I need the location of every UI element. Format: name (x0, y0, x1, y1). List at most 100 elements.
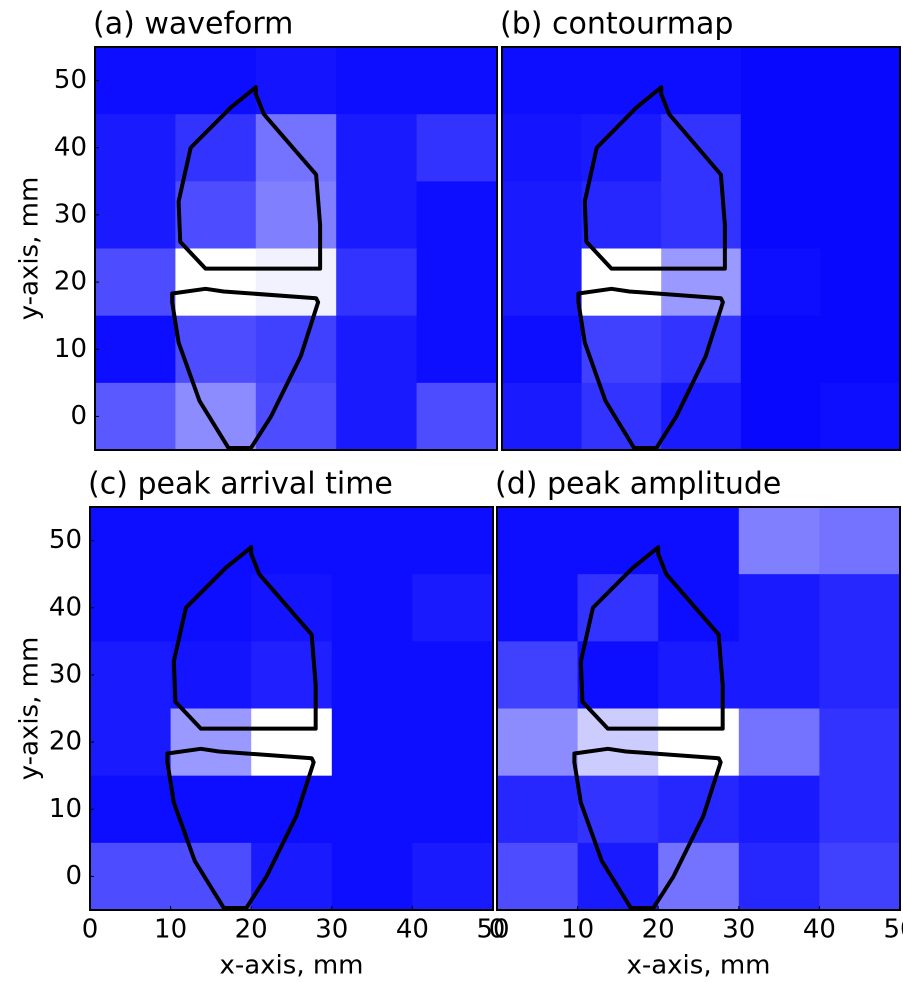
heat-cell (255, 382, 337, 451)
heat-cell (175, 382, 257, 451)
heat-cell (175, 181, 257, 249)
panel: (a) waveform 0 10 20 30 40 50 y-axis, mm (15, 7, 498, 451)
x-tick-label: 0 (82, 915, 99, 945)
heat-cell (497, 708, 579, 777)
heat-cell (819, 574, 901, 642)
heat-cell (412, 842, 494, 911)
heat-cell (251, 507, 333, 575)
heat-cell (416, 248, 498, 317)
heat-cell (661, 114, 742, 182)
panel-frame (94, 46, 498, 451)
heat-cell (412, 574, 494, 642)
x-tick-label: 40 (803, 915, 836, 945)
panel-frame (501, 46, 901, 451)
panel-title: (d) peak amplitude (495, 467, 781, 502)
heat-cell (740, 382, 821, 451)
heat-cell (820, 181, 901, 249)
heat-cell (175, 47, 257, 115)
heat-cell (251, 775, 333, 844)
heat-cell (95, 382, 176, 451)
panel: (d) peak amplitude 0 10 20 30 40 50 x-axis, mm (489, 467, 903, 981)
x-tick-label: 10 (561, 915, 594, 945)
heat-cell (581, 181, 662, 249)
heat-cell (90, 842, 172, 911)
heat-cell (251, 708, 333, 777)
heat-cell (90, 775, 172, 844)
heat-cell (497, 641, 579, 709)
heat-cell (577, 708, 659, 777)
heat-cell (820, 114, 901, 182)
heat-cell (502, 315, 583, 384)
heat-cell (738, 574, 820, 642)
panel-title: (c) peak arrival time (88, 467, 393, 502)
heat-cell (95, 181, 176, 249)
heat-cell (581, 382, 662, 451)
heat-cell (255, 315, 337, 384)
heat-cell (497, 842, 579, 911)
heat-cell (90, 641, 172, 709)
heat-cell (658, 842, 740, 911)
heat-cell (577, 507, 659, 575)
panel-title: (b) contourmap (500, 7, 733, 42)
heat-cell (820, 382, 901, 451)
heat-cell (658, 775, 740, 844)
heat-cell (740, 248, 821, 317)
heat-cell (740, 47, 821, 115)
heat-cell (331, 574, 413, 642)
y-tick-label: 20 (54, 267, 87, 297)
y-tick-label: 50 (54, 65, 87, 95)
heat-cell (412, 641, 494, 709)
heat-cell (95, 47, 176, 115)
heat-cell (416, 315, 498, 384)
heat-cell (175, 248, 257, 317)
heat-cell (581, 248, 662, 317)
heat-cell (251, 574, 333, 642)
heat-cell (661, 181, 742, 249)
heat-cell (820, 248, 901, 317)
heat-cell (820, 47, 901, 115)
heat-cell (581, 47, 662, 115)
heat-cell (255, 248, 337, 317)
heat-cell (738, 775, 820, 844)
heat-cell (819, 775, 901, 844)
heat-cell (416, 181, 498, 249)
heat-cell (661, 315, 742, 384)
heat-cell (416, 382, 498, 451)
y-tick-label: 40 (49, 592, 82, 622)
heat-cell (819, 641, 901, 709)
heat-cell (331, 775, 413, 844)
panel-title: (a) waveform (93, 7, 293, 42)
panel: (b) contourmap (500, 7, 901, 451)
y-tick-label: 40 (54, 132, 87, 162)
y-tick-label: 0 (70, 401, 87, 431)
heat-cell (90, 708, 172, 777)
heat-cell (819, 842, 901, 911)
y-tick-label: 30 (54, 199, 87, 229)
heat-cell (738, 708, 820, 777)
heat-cell (336, 315, 418, 384)
heat-cell (255, 181, 337, 249)
heat-cell (336, 181, 418, 249)
panel-frame (89, 506, 494, 911)
heat-cell (336, 382, 418, 451)
heat-cell (738, 507, 820, 575)
heat-cell (412, 708, 494, 777)
y-tick-label: 10 (54, 334, 87, 364)
x-tick-label: 30 (315, 915, 348, 945)
heat-cell (577, 842, 659, 911)
x-tick-label: 20 (642, 915, 675, 945)
heat-cell (90, 507, 172, 575)
heat-cell (95, 248, 176, 317)
y-tick-label: 20 (49, 727, 82, 757)
heat-cell (412, 507, 494, 575)
heat-cell (336, 47, 418, 115)
heat-cell (502, 114, 583, 182)
heat-cell (661, 47, 742, 115)
heat-cell (95, 114, 176, 182)
heat-cell (255, 114, 337, 182)
heat-cell (251, 842, 333, 911)
heat-cell (170, 842, 252, 911)
x-tick-label: 10 (154, 915, 187, 945)
y-tick-label: 0 (65, 861, 82, 891)
